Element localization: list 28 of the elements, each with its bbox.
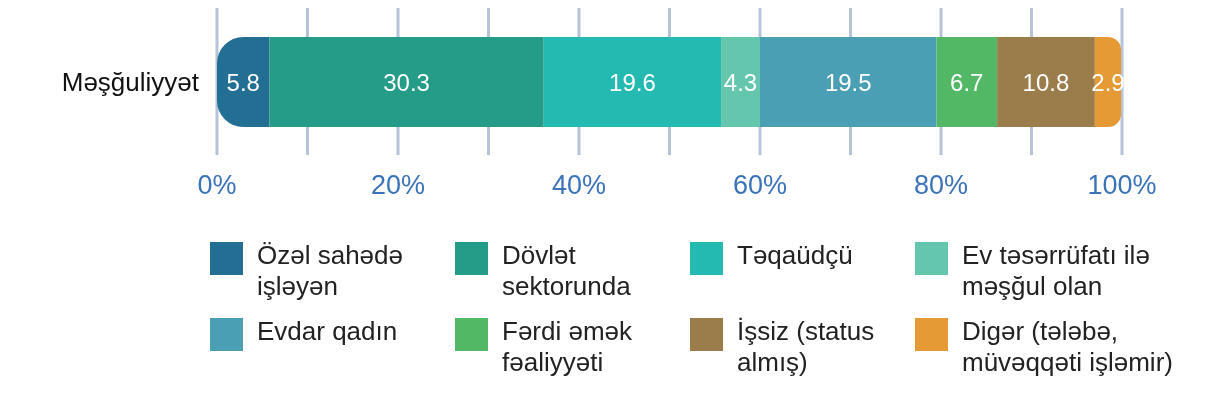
bar [760, 37, 937, 127]
legend-label: Fərdi əmək fəaliyyəti [502, 316, 634, 378]
x-tick-label: 80% [913, 170, 969, 201]
x-tick-label: 60% [732, 170, 788, 201]
bar [543, 37, 722, 127]
x-tick-label: 0% [197, 170, 237, 201]
bar [269, 37, 544, 127]
legend-label: Dövlət sektorunda [502, 240, 632, 302]
data-label: 10.8 [1022, 68, 1070, 96]
legend-label: Evdar qadın [257, 316, 399, 347]
data-label: 6.7 [950, 68, 984, 96]
y-tick-label: Məşğuliyyət [61, 66, 200, 97]
legend-label: Özəl sahədə işləyən [257, 240, 404, 302]
data-label: 19.5 [824, 68, 872, 96]
legend-label: Ev təsərrüfatı ilə məşğul olan [962, 240, 1151, 302]
legend-label: Digər (tələbə, müvəqqəti işləmir) [962, 316, 1174, 378]
data-label: 4.3 [723, 68, 758, 96]
bar [936, 37, 998, 127]
x-tick-label: 20% [370, 170, 426, 201]
bar [721, 37, 760, 127]
data-label: 30.3 [383, 68, 430, 96]
x-tick-label: 100% [1087, 170, 1157, 201]
legend-label: İşsiz (status almış) [737, 316, 876, 378]
legend-label: Təqaüdçü [737, 240, 854, 271]
bar [217, 37, 270, 127]
x-tick-label: 40% [551, 170, 607, 201]
data-label: 19.6 [609, 68, 656, 96]
data-label: 5.8 [226, 68, 260, 96]
